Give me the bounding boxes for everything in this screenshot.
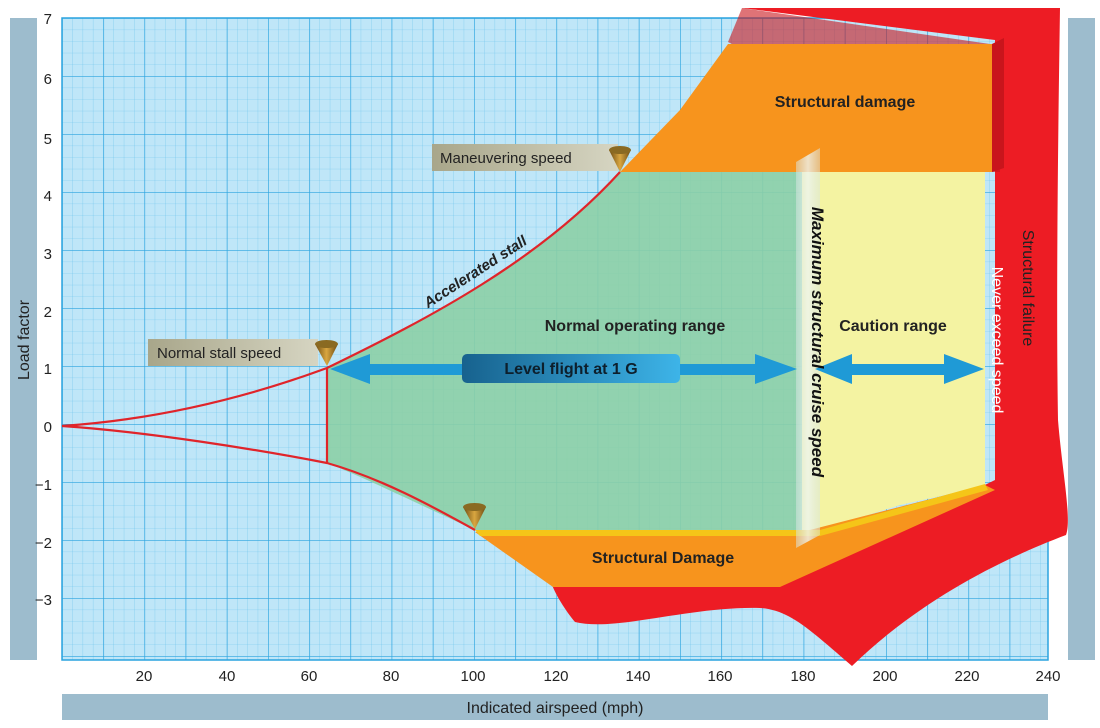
- y-tick: 5: [44, 131, 52, 148]
- x-tick: 180: [790, 668, 815, 685]
- y-tick: −3: [35, 592, 52, 609]
- x-tick: 160: [707, 668, 732, 685]
- y-tick: −2: [35, 535, 52, 552]
- normal-stall-speed-label: Normal stall speed: [157, 345, 281, 362]
- left-axis-bar: [10, 18, 37, 660]
- x-axis-title: Indicated airspeed (mph): [467, 700, 644, 717]
- caution-range-label: Caution range: [839, 318, 947, 335]
- caution-arrow: [815, 354, 984, 384]
- negative-stall-marker: [463, 507, 486, 529]
- maneuvering-speed-label: Maneuvering speed: [440, 150, 572, 167]
- structural-damage-bottom-label: Structural Damage: [592, 550, 734, 567]
- accelerated-stall-curve: [61, 171, 621, 428]
- x-tick: 140: [625, 668, 650, 685]
- max-cruise-label: Maximum structural cruise speed: [808, 207, 827, 478]
- maneuvering-speed-marker: [609, 150, 631, 172]
- y-tick: 3: [44, 246, 52, 263]
- y-tick: −1: [35, 477, 52, 494]
- structural-damage-top-region: [620, 44, 992, 172]
- x-tick: 60: [301, 668, 318, 685]
- x-tick: 220: [954, 668, 979, 685]
- right-edge-bar: [1068, 18, 1095, 660]
- x-tick: 20: [136, 668, 153, 685]
- x-tick: 40: [219, 668, 236, 685]
- y-tick: 7: [44, 11, 52, 28]
- structural-damage-top-edge: [992, 38, 1004, 172]
- normal-stall-speed-box: [148, 339, 318, 366]
- negative-stall-curve: [61, 424, 476, 531]
- structural-failure-label: Structural failure: [1019, 230, 1036, 347]
- normal-operating-region: [327, 172, 802, 530]
- normal-operating-range-label: Normal operating range: [545, 318, 726, 335]
- y-tick: 2: [44, 304, 52, 321]
- structural-failure-region: [552, 8, 1068, 666]
- normal-stall-speed-marker: [315, 344, 338, 366]
- y-tick: 6: [44, 71, 52, 88]
- y-tick: 1: [44, 361, 52, 378]
- structural-damage-bottom-edge: [475, 484, 988, 536]
- y-tick: 4: [44, 188, 52, 205]
- x-tick: 100: [460, 668, 485, 685]
- y-axis-title: Load factor: [16, 299, 33, 380]
- caution-range-region: [802, 172, 985, 530]
- never-exceed-label: Never exceed speed: [988, 267, 1005, 414]
- x-axis-ticks: 20 40 60 80 100 120 140 160 180 200 220 …: [136, 668, 1061, 685]
- y-axis-ticks: 7 6 5 4 3 2 1 0 −1 −2 −3: [35, 11, 52, 609]
- level-flight-box: [462, 354, 680, 383]
- x-tick: 240: [1035, 668, 1060, 685]
- x-tick: 120: [543, 668, 568, 685]
- bottom-axis-bar: [62, 694, 1048, 720]
- x-tick: 200: [872, 668, 897, 685]
- max-cruise-band: [796, 148, 820, 548]
- y-tick: 0: [44, 419, 52, 436]
- x-tick: 80: [383, 668, 400, 685]
- structural-damage-top-label: Structural damage: [775, 94, 916, 111]
- level-flight-label: Level flight at 1 G: [504, 361, 637, 378]
- maneuvering-speed-box: [432, 144, 618, 171]
